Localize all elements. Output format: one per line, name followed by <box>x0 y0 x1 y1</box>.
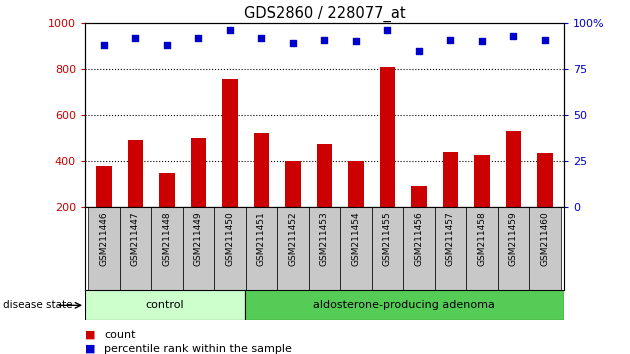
Point <box>508 33 518 39</box>
Bar <box>317 144 333 253</box>
Bar <box>88 207 120 290</box>
Bar <box>411 186 427 253</box>
Bar <box>529 207 561 290</box>
Text: GSM211446: GSM211446 <box>100 211 108 266</box>
Point <box>130 35 140 41</box>
Bar <box>159 172 175 253</box>
Text: GSM211455: GSM211455 <box>383 211 392 266</box>
Bar <box>253 133 270 253</box>
Bar <box>120 207 151 290</box>
Point <box>162 42 172 48</box>
Bar <box>474 155 490 253</box>
Bar <box>151 207 183 290</box>
Bar <box>435 207 466 290</box>
Text: GSM211451: GSM211451 <box>257 211 266 266</box>
Point <box>193 35 203 41</box>
Bar <box>372 207 403 290</box>
Bar <box>214 207 246 290</box>
Bar <box>96 166 112 253</box>
Bar <box>244 290 564 320</box>
Bar <box>537 153 553 253</box>
Text: GSM211447: GSM211447 <box>131 211 140 266</box>
Text: control: control <box>146 300 184 310</box>
Text: percentile rank within the sample: percentile rank within the sample <box>104 344 292 354</box>
Text: GSM211454: GSM211454 <box>352 211 360 266</box>
Point <box>477 39 487 44</box>
Bar <box>466 207 498 290</box>
Text: GSM211459: GSM211459 <box>509 211 518 266</box>
Text: GSM211456: GSM211456 <box>415 211 423 266</box>
Text: GSM211452: GSM211452 <box>289 211 297 266</box>
Bar <box>403 207 435 290</box>
Text: GSM211449: GSM211449 <box>194 211 203 266</box>
Text: GSM211457: GSM211457 <box>446 211 455 266</box>
Bar <box>85 290 244 320</box>
Bar <box>498 207 529 290</box>
Text: GSM211458: GSM211458 <box>478 211 486 266</box>
Point <box>288 40 298 46</box>
Text: GSM211450: GSM211450 <box>226 211 234 266</box>
Bar <box>285 161 301 253</box>
Bar <box>183 207 214 290</box>
Bar <box>348 161 364 253</box>
Bar <box>340 207 372 290</box>
Text: count: count <box>104 330 135 339</box>
Text: aldosterone-producing adenoma: aldosterone-producing adenoma <box>313 300 495 310</box>
Bar <box>222 79 238 253</box>
Bar <box>443 152 459 253</box>
Title: GDS2860 / 228077_at: GDS2860 / 228077_at <box>244 5 405 22</box>
Point <box>382 28 392 33</box>
Text: GSM211460: GSM211460 <box>541 211 549 266</box>
Text: GSM211448: GSM211448 <box>163 211 171 266</box>
Point <box>319 37 329 42</box>
Text: ■: ■ <box>85 344 96 354</box>
Point <box>351 39 361 44</box>
Text: ■: ■ <box>85 330 96 339</box>
Text: GSM211453: GSM211453 <box>320 211 329 266</box>
Bar <box>309 207 340 290</box>
Bar <box>506 131 522 253</box>
Point <box>225 28 235 33</box>
Text: disease state: disease state <box>3 300 72 310</box>
Point <box>540 37 550 42</box>
Point <box>256 35 266 41</box>
Point <box>414 48 424 53</box>
Bar <box>191 138 207 253</box>
Point <box>445 37 455 42</box>
Point <box>99 42 109 48</box>
Bar <box>379 67 396 253</box>
Bar <box>127 140 144 253</box>
Bar <box>277 207 309 290</box>
Bar <box>246 207 277 290</box>
